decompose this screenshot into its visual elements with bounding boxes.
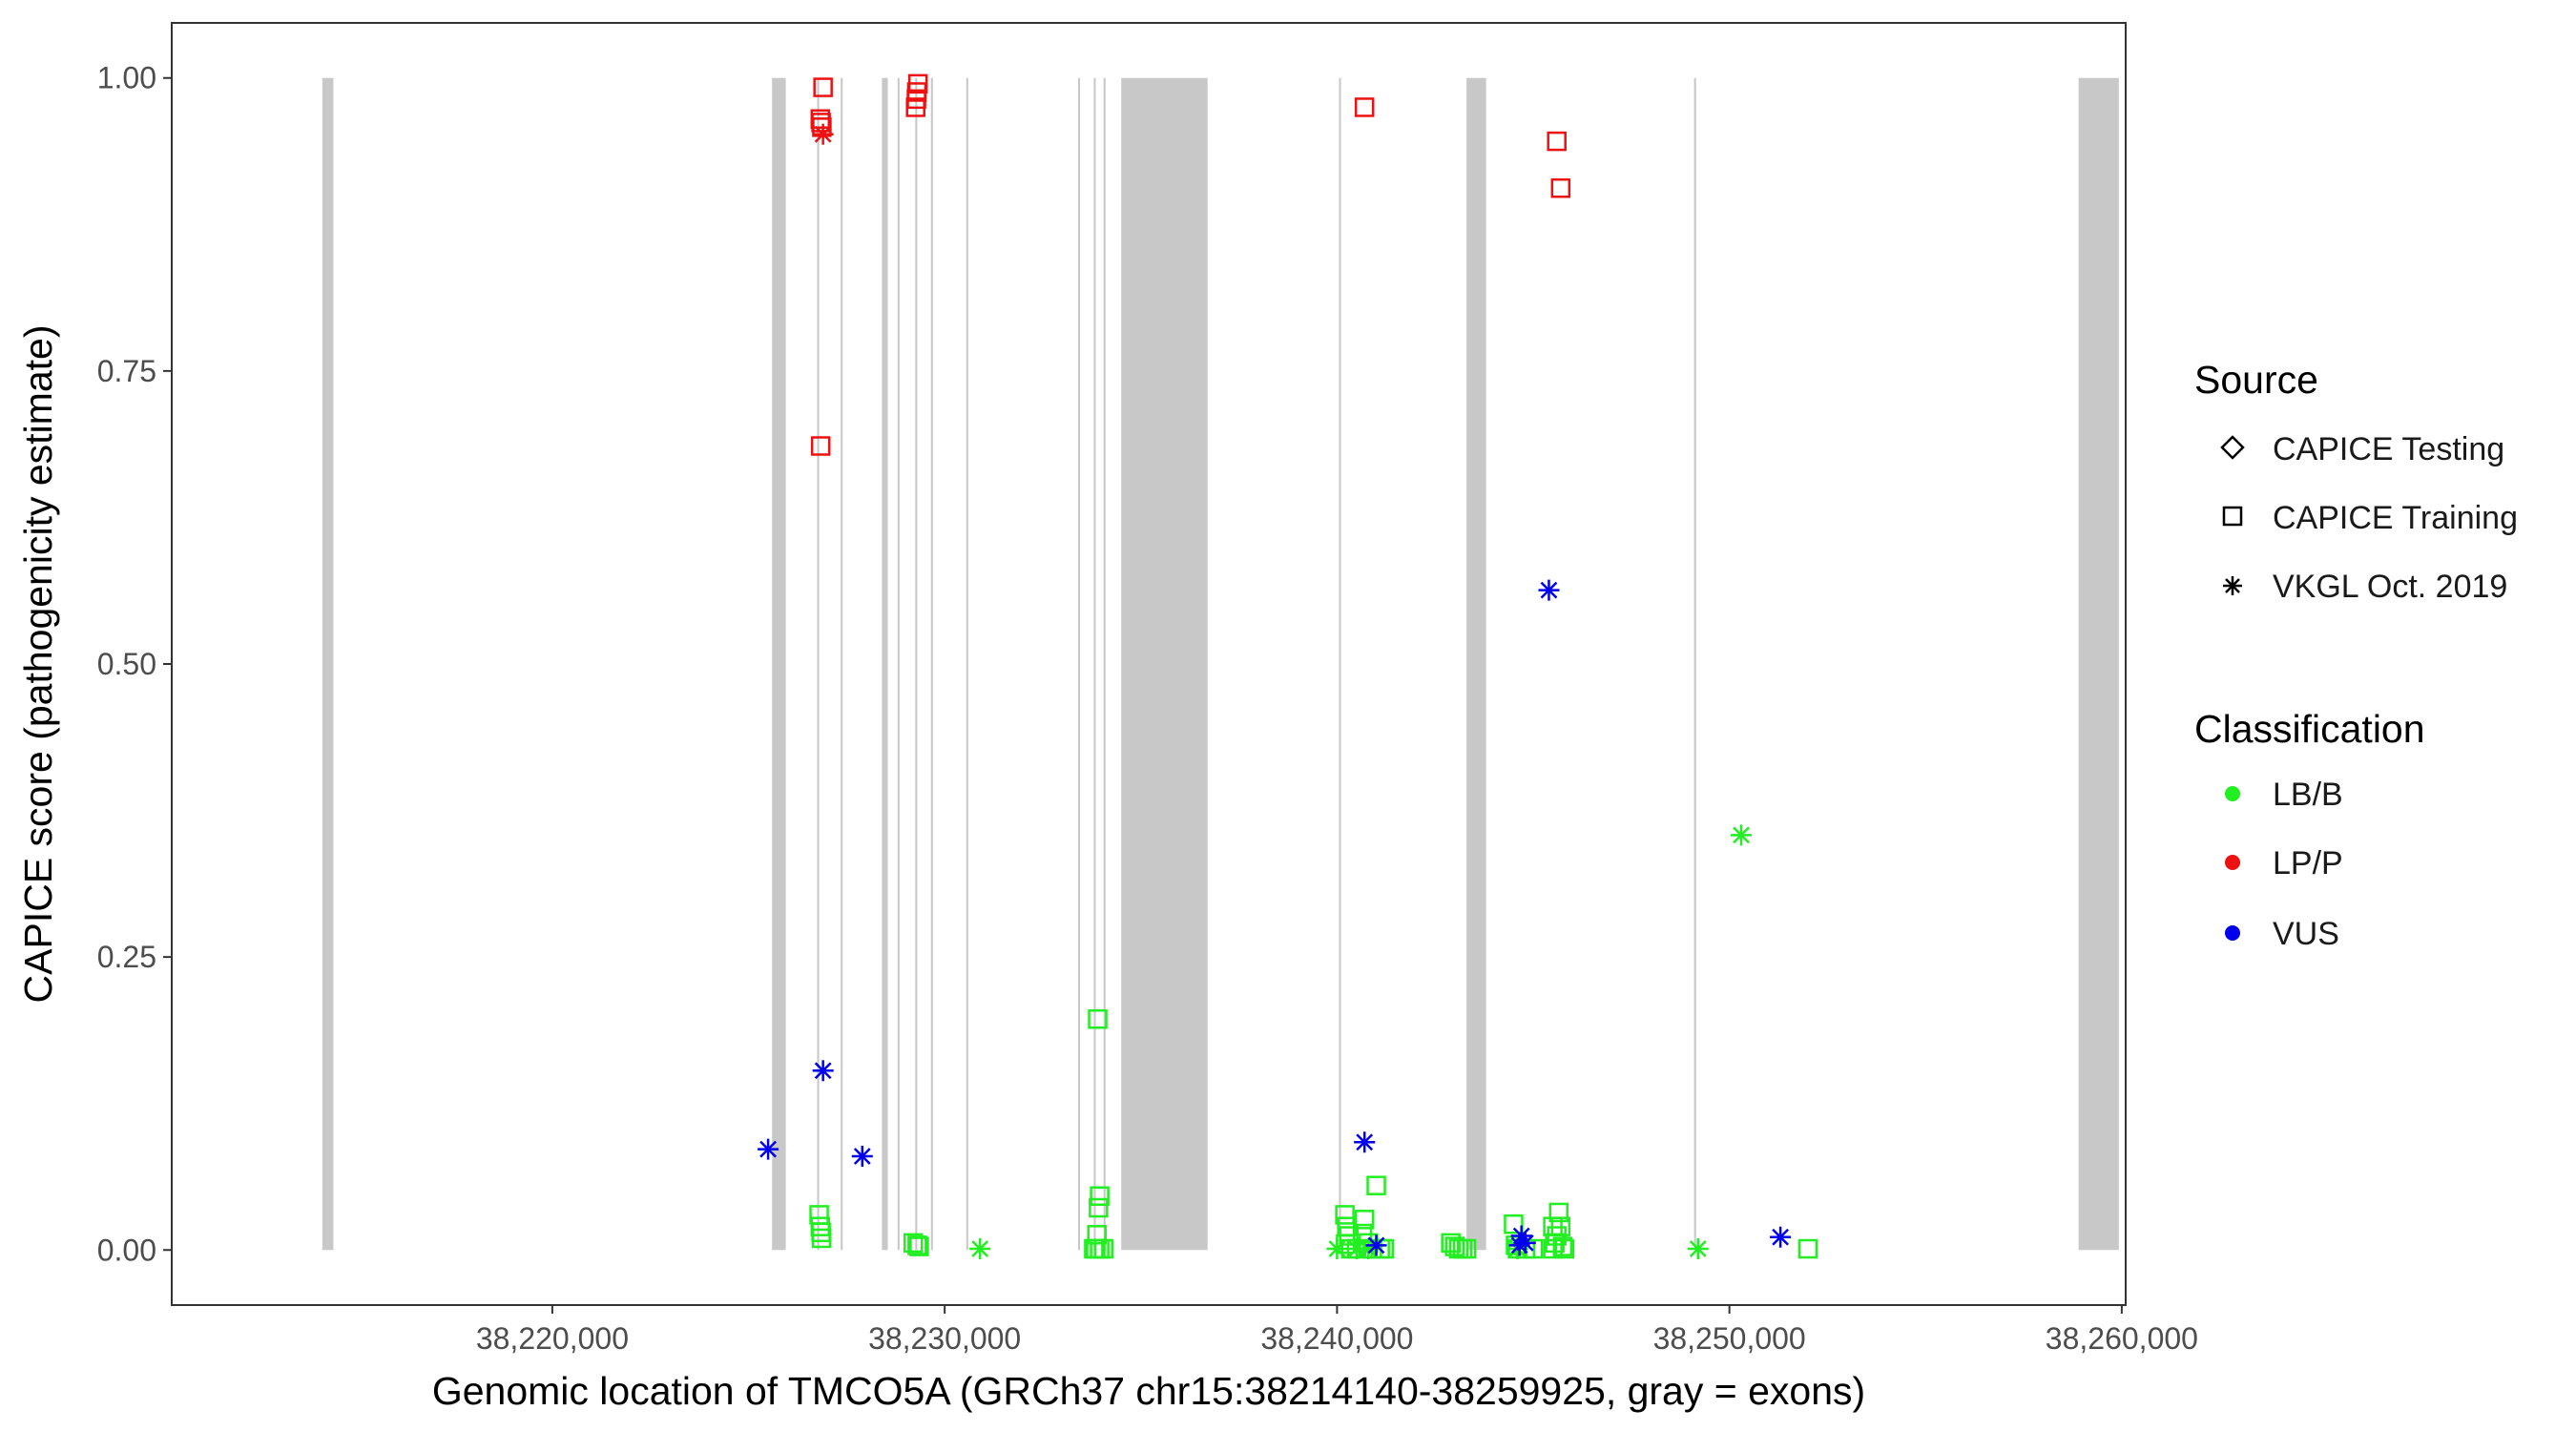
legend: Source CAPICE Testing CAPICE Training VK… [2194,358,2518,952]
legend-classification-title: Classification [2194,707,2425,751]
legend-source-title: Source [2194,358,2318,402]
data-point-square [1552,1236,1573,1256]
exon-band [930,77,933,1251]
data-point-asterisk [1770,1226,1792,1248]
data-point-square [904,1233,924,1254]
data-point-square [1088,1008,1108,1029]
data-point-asterisk [812,1060,834,1082]
data-point-square [810,1216,831,1236]
exon-band [322,77,334,1251]
x-tick-label: 38,230,000 [868,1321,1021,1356]
data-point-square [1090,1186,1110,1206]
exon-band [897,77,900,1251]
data-point-asterisk [758,1138,779,1160]
y-axis-title: CAPICE score (pathogenicity estimate) [16,325,60,1004]
legend-item-vkgl: VKGL Oct. 2019 [2223,569,2507,605]
data-point-square [1335,1205,1355,1225]
exon-band [966,77,968,1251]
data-point-square [1354,1210,1375,1230]
data-point-square [1093,1238,1113,1259]
legend-item-vus: VUS [2225,916,2339,952]
data-point-square [1089,1197,1109,1218]
y-tick-label: 1.00 [97,61,156,95]
data-point-square [813,77,833,97]
green-dot-icon [2225,786,2240,801]
data-point-asterisk [1365,1234,1387,1256]
exon-band [841,77,843,1251]
axes: 38,220,000 38,230,000 38,240,000 38,250,000… [97,61,2198,1356]
exon-band [1693,77,1696,1251]
data-point-asterisk [851,1145,873,1167]
data-point-square [1797,1238,1818,1259]
exon-band [1093,77,1096,1251]
data-point-square [1354,97,1375,117]
x-tick-label: 38,260,000 [2046,1321,2198,1356]
legend-item-label: CAPICE Testing [2273,431,2504,467]
legend-item-label: LB/B [2273,777,2343,813]
data-point-square [909,1236,929,1256]
data-point-square [811,1228,832,1249]
exon-bands [322,77,2119,1251]
data-point-square [810,436,831,456]
asterisk-icon [2223,576,2242,595]
blue-dot-icon [2225,925,2240,941]
legend-item-lpp: LP/P [2225,845,2343,881]
exon-band [2078,77,2119,1251]
exon-band [1077,77,1081,1251]
legend-item-label: VKGL Oct. 2019 [2273,569,2507,605]
exon-band [817,77,820,1251]
data-point-asterisk [812,123,834,145]
legend-item-capice-training: CAPICE Training [2222,500,2518,536]
data-point-asterisk [1508,1234,1530,1256]
exon-band [882,77,888,1251]
x-tick-label: 38,250,000 [1653,1321,1806,1356]
data-point-asterisk [1326,1238,1348,1260]
exon-band [772,77,786,1251]
y-tick-label: 0.00 [97,1233,156,1267]
data-point-square [1452,1238,1473,1259]
y-tick-label: 0.25 [97,940,156,974]
data-point-square [1543,1238,1563,1259]
data-point-asterisk [1354,1131,1376,1153]
data-point-square [1504,1213,1524,1234]
diamond-icon [2220,435,2245,460]
legend-item-label: VUS [2273,916,2339,952]
data-point-square [1554,1238,1575,1259]
square-icon [2222,506,2243,527]
data-point-asterisk [1538,579,1560,601]
y-tick-label: 0.75 [97,354,156,388]
data-points [758,73,1818,1260]
data-point-square [1547,131,1567,152]
legend-item-capice-testing: CAPICE Testing [2220,431,2504,467]
exon-band [1339,77,1341,1251]
legend-item-lbb: LB/B [2225,777,2343,813]
exon-band [915,77,918,1251]
data-point-square [1087,1225,1107,1245]
data-point-asterisk [969,1238,991,1260]
data-point-square [905,97,925,117]
exon-band [1103,77,1106,1251]
red-dot-icon [2225,855,2240,870]
data-point-asterisk [1687,1238,1709,1260]
data-point-asterisk [1730,824,1752,846]
legend-item-label: CAPICE Training [2273,500,2518,536]
x-axis-title: Genomic location of TMCO5A (GRCh37 chr15… [432,1369,1865,1413]
data-point-square [1548,1202,1569,1223]
exon-band [1466,77,1486,1251]
data-point-square [1550,177,1571,198]
y-tick-label: 0.50 [97,647,156,681]
x-tick-label: 38,220,000 [476,1321,629,1356]
x-tick-label: 38,240,000 [1260,1321,1413,1356]
legend-item-label: LP/P [2273,845,2343,881]
data-point-square [1366,1175,1386,1195]
data-point-square [811,1222,831,1243]
exon-band [1121,77,1208,1251]
